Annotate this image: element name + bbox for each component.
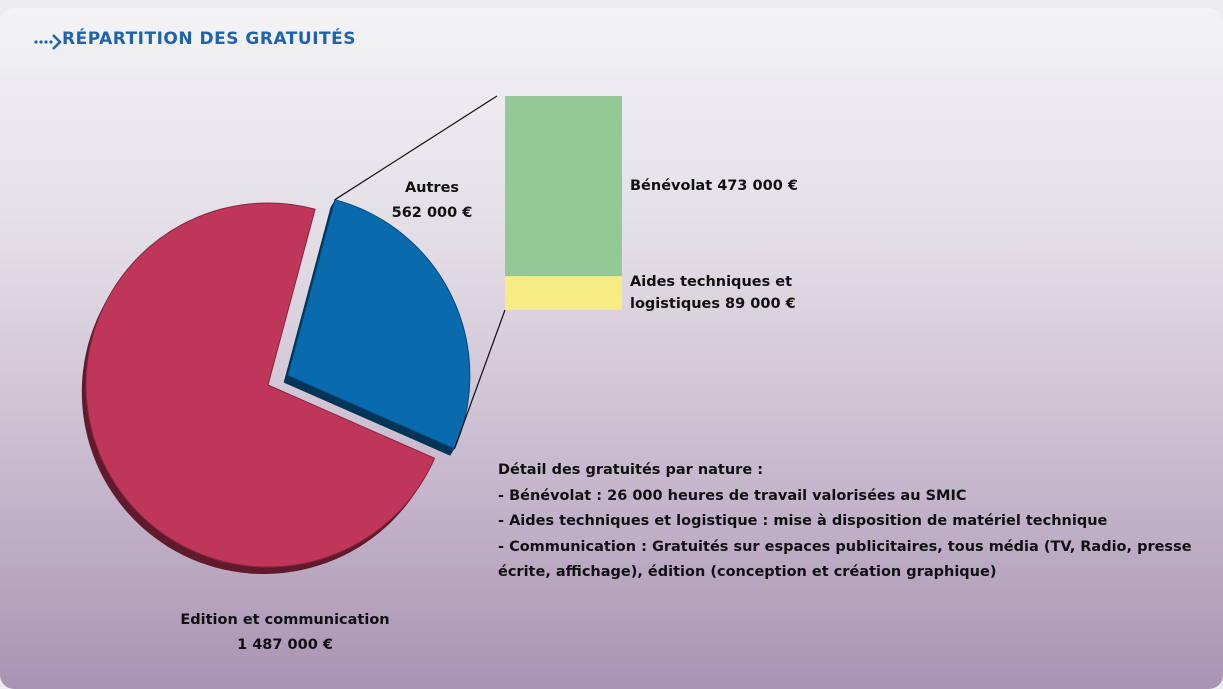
- note-item: - Bénévolat : 26 000 heures de travail v…: [498, 487, 967, 504]
- note-item: - Aides techniques et logistique : mise …: [498, 513, 1108, 529]
- slice-label: Edition et communication: [180, 612, 389, 628]
- slice-label: Autres: [405, 180, 459, 196]
- connector: [453, 309, 506, 449]
- note-item: - Communication : Gratuités sur espaces …: [498, 538, 1192, 581]
- chart-title: RÉPARTITION DES GRATUITÉS: [62, 29, 356, 49]
- title-icon: [34, 34, 62, 50]
- connector: [334, 95, 498, 201]
- notes: Détail des gratuités par nature : - Béné…: [498, 458, 1198, 586]
- bar-label: Aides techniques et logistiques 89 000 €: [630, 271, 830, 315]
- slice: [287, 199, 471, 450]
- bar-segment: [505, 96, 622, 277]
- notes-heading: Détail des gratuités par nature :: [498, 462, 764, 478]
- bar-label: Bénévolat 473 000 €: [630, 175, 830, 197]
- bar-value-label: 89 000 €: [725, 296, 796, 313]
- bar-category: Bénévolat: [630, 178, 713, 195]
- slice-value-label: 1 487 000 €: [237, 637, 333, 653]
- bar-category: Aides techniques et logistiques: [630, 274, 793, 313]
- bar-value-label: 473 000 €: [717, 178, 798, 195]
- slice-value-label: 562 000 €: [392, 205, 473, 221]
- bar-segment: [505, 276, 622, 310]
- slice: [85, 202, 436, 568]
